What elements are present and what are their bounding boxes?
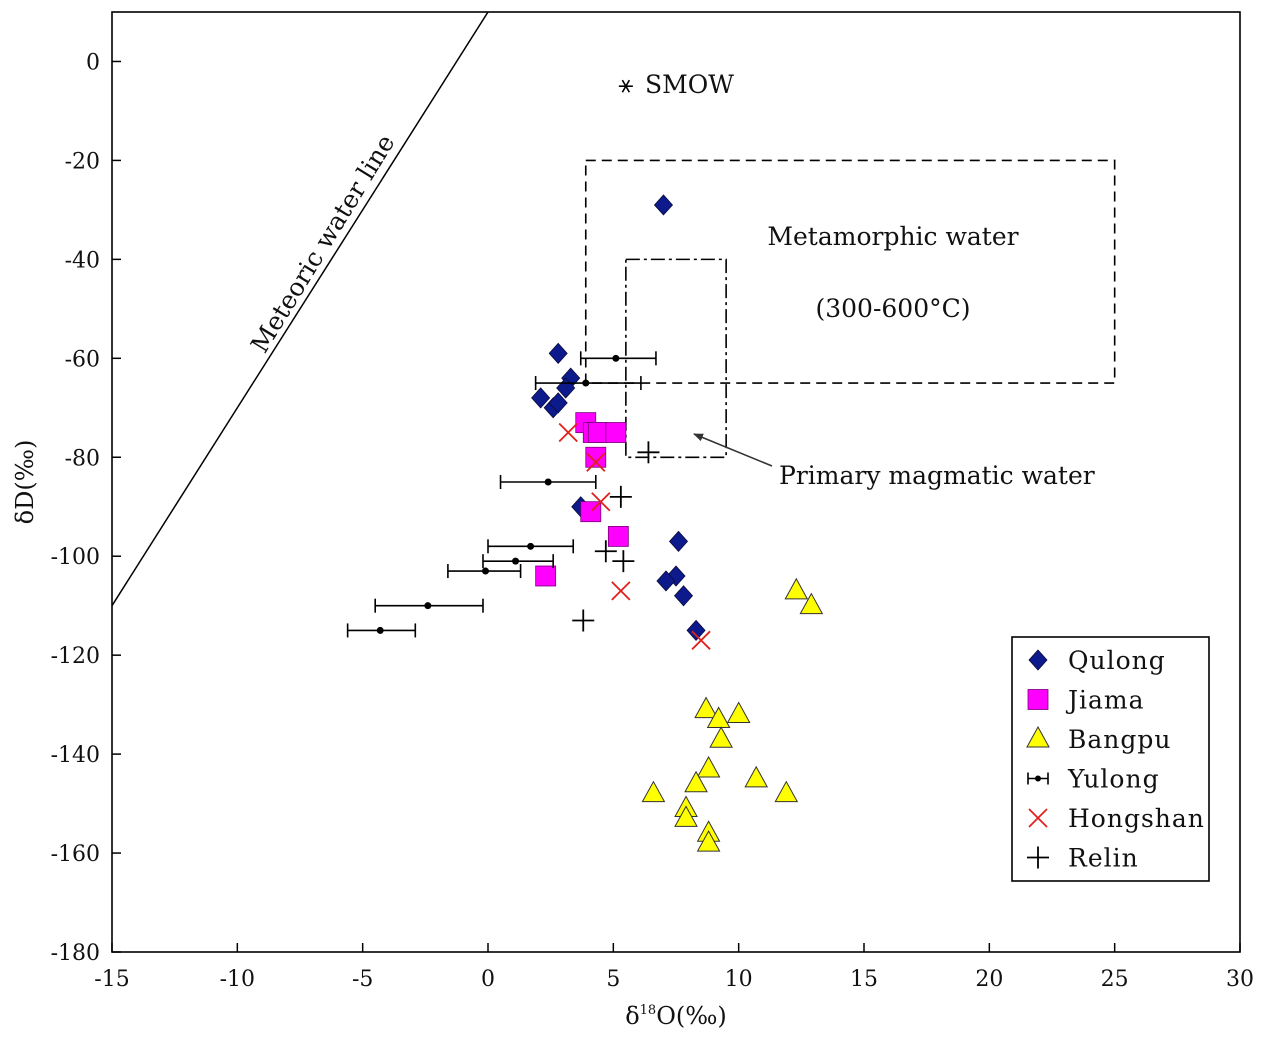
bangpu-point: [726, 701, 751, 724]
x-tick-label: -5: [352, 967, 373, 992]
y-tick-label: -100: [51, 545, 100, 570]
x-tick-label: 30: [1226, 967, 1254, 992]
bangpu-point: [696, 830, 721, 852]
y-tick-label: -60: [65, 347, 100, 372]
bangpu-point: [674, 805, 698, 827]
bangpu-point: [784, 577, 809, 600]
hongshan-point: [611, 581, 631, 601]
relin-point: [637, 441, 660, 464]
hongshan-point: [586, 452, 606, 472]
magmatic-arrow: [693, 433, 773, 467]
x-tick-label: 15: [850, 967, 878, 992]
qulong-point: [653, 194, 674, 216]
yulong-point: [374, 598, 484, 613]
jiama-point: [605, 422, 627, 443]
y-tick-label: -120: [51, 644, 100, 669]
bangpu-point: [774, 780, 799, 803]
hongshan-point: [691, 630, 711, 650]
yulong-point: [447, 564, 522, 579]
jiama-point: [587, 422, 609, 443]
hongshan-point: [591, 492, 611, 512]
yulong-point: [487, 539, 575, 554]
yulong-point: [534, 376, 642, 391]
legend-label-jiama: Jiama: [1065, 686, 1145, 715]
y-tick-label: -160: [51, 842, 100, 867]
qulong-point: [668, 530, 689, 552]
yulong-point: [499, 475, 597, 489]
x-tick-label: -15: [94, 967, 129, 992]
primary-magmatic-water-box: [625, 258, 727, 459]
y-tick-label: -40: [65, 248, 100, 273]
legend-marker-bangpu: [1026, 725, 1050, 748]
jiama-point: [535, 565, 557, 587]
legend-box: [1011, 636, 1210, 882]
y-tick-label: -80: [65, 446, 100, 471]
legend-label-hongshan: Hongshan: [1068, 804, 1205, 833]
y-tick-label: 0: [86, 50, 100, 75]
bangpu-point: [641, 780, 666, 803]
y-tick-label: -180: [51, 941, 100, 966]
y-tick-label: -20: [65, 149, 100, 174]
meteoric-water-line: [112, 12, 489, 607]
y-tick-label: -140: [51, 743, 100, 768]
bangpu-point: [694, 696, 718, 719]
legend-label-qulong: Qulong: [1068, 646, 1166, 675]
legend-label-yulong: Yulong: [1067, 765, 1160, 794]
x-tick-label: -10: [220, 967, 255, 992]
bangpu-point: [706, 706, 731, 728]
legend-marker-jiama: [1027, 689, 1049, 710]
y-axis-title: δD(‰): [11, 440, 39, 525]
x-tick-label: 5: [606, 967, 620, 992]
yulong-point: [579, 351, 657, 366]
yulong-point: [482, 554, 554, 569]
bangpu-point: [696, 755, 721, 778]
relin-point: [612, 550, 635, 573]
bangpu-point: [684, 770, 708, 793]
bangpu-point: [744, 765, 769, 788]
smow-label: SMOW: [645, 70, 734, 99]
x-axis-title: δ18O(‰): [625, 1002, 727, 1030]
qulong-point: [548, 342, 568, 364]
qulong-point: [656, 570, 676, 592]
hongshan-point: [558, 422, 578, 443]
qulong-point: [548, 392, 568, 414]
relin-point: [572, 609, 595, 632]
legend-marker-qulong: [1028, 649, 1048, 671]
qulong-point: [531, 387, 551, 409]
x-tick-label: 10: [725, 967, 753, 992]
jiama-point: [607, 526, 629, 547]
qulong-point: [686, 619, 706, 642]
metamorphic-water-label: Metamorphic water: [767, 222, 1018, 251]
qulong-point: [673, 585, 694, 607]
legend-marker-relin: [1027, 846, 1049, 869]
legend: Qulong Jiama Bangpu Yulong Hongshan Relin: [1011, 636, 1210, 882]
bangpu-point: [709, 726, 733, 748]
relin-point: [609, 485, 632, 508]
meteoric-water-line-label: Meteoric water line: [245, 129, 400, 357]
plot-frame: [111, 11, 1241, 953]
bangpu-point: [799, 592, 824, 615]
yulong-point: [346, 623, 417, 638]
smow-marker: [618, 79, 633, 93]
metamorphic-water-box: [584, 159, 1116, 384]
x-tick-label: 20: [975, 967, 1003, 992]
metamorphic-temperature-label: (300-600°C): [815, 294, 970, 323]
relin-point: [594, 540, 617, 563]
legend-label-relin: Relin: [1068, 844, 1139, 873]
primary-magmatic-water-label: Primary magmatic water: [779, 461, 1095, 490]
x-tick-label: 0: [481, 967, 495, 992]
jiama-point: [585, 446, 607, 468]
x-tick-label: 25: [1101, 967, 1129, 992]
legend-label-bangpu: Bangpu: [1068, 725, 1172, 754]
legend-marker-yulong: [1027, 772, 1049, 785]
legend-marker-hongshan: [1028, 808, 1048, 828]
